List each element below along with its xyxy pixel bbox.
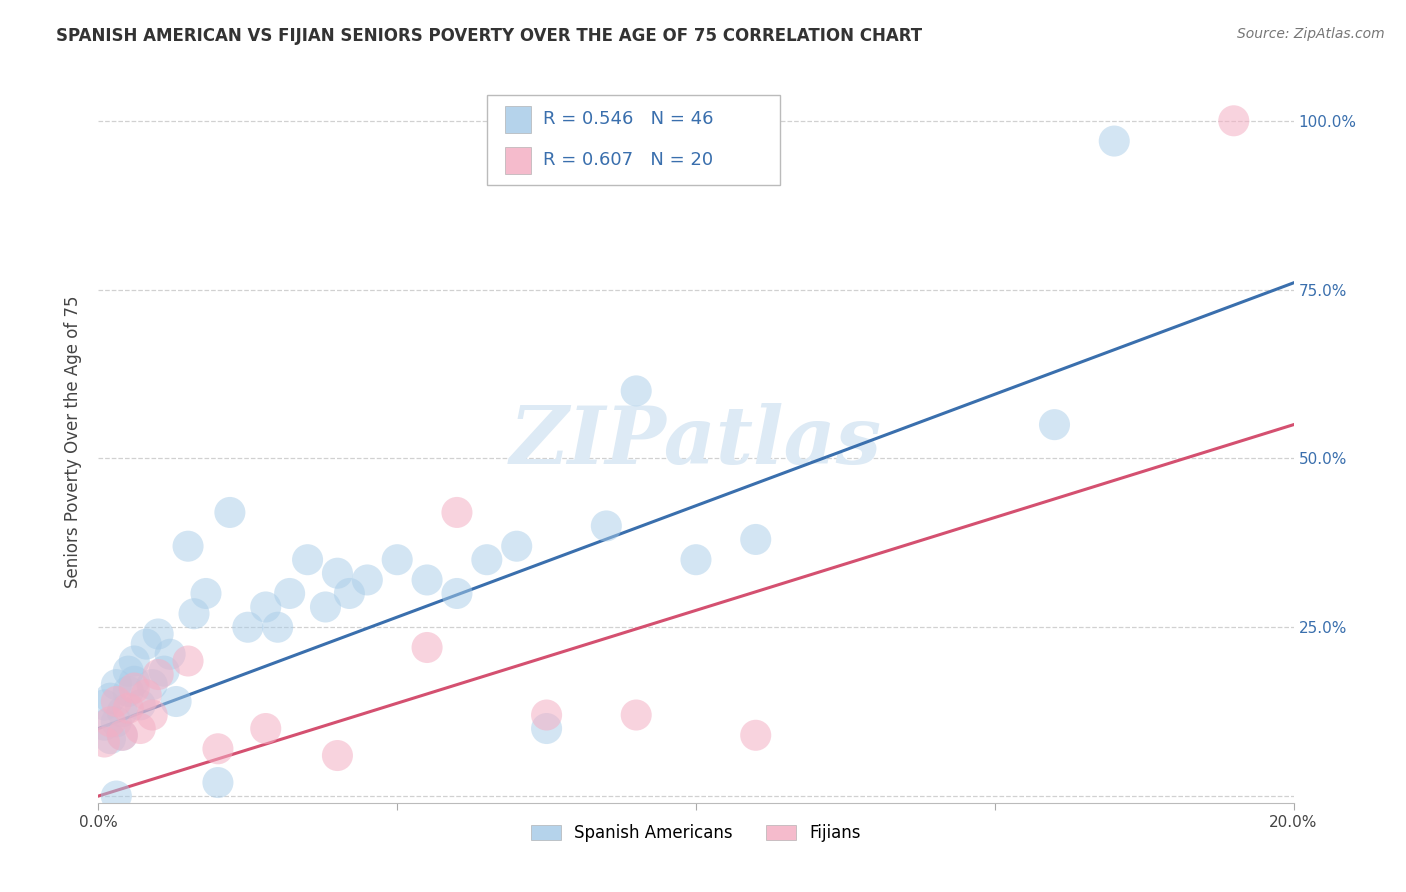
Spanish Americans bbox=[165, 694, 187, 708]
Spanish Americans bbox=[148, 627, 170, 641]
Y-axis label: Seniors Poverty Over the Age of 75: Seniors Poverty Over the Age of 75 bbox=[65, 295, 83, 588]
Fijians bbox=[148, 667, 170, 681]
Fijians bbox=[326, 748, 349, 763]
Spanish Americans bbox=[159, 647, 181, 661]
Spanish Americans bbox=[93, 698, 115, 712]
Fijians bbox=[135, 688, 157, 702]
Text: R = 0.607   N = 20: R = 0.607 N = 20 bbox=[543, 152, 713, 169]
Spanish Americans bbox=[124, 674, 146, 689]
Spanish Americans bbox=[153, 664, 176, 678]
Spanish Americans bbox=[219, 505, 242, 519]
Fijians bbox=[124, 681, 146, 695]
Spanish Americans bbox=[111, 705, 134, 719]
Spanish Americans bbox=[129, 698, 152, 712]
Fijians bbox=[416, 640, 439, 655]
Spanish Americans bbox=[506, 539, 529, 553]
Fijians bbox=[207, 741, 229, 756]
Spanish Americans bbox=[595, 519, 617, 533]
Text: SPANISH AMERICAN VS FIJIAN SENIORS POVERTY OVER THE AGE OF 75 CORRELATION CHART: SPANISH AMERICAN VS FIJIAN SENIORS POVER… bbox=[56, 27, 922, 45]
Spanish Americans bbox=[356, 573, 378, 587]
Spanish Americans bbox=[297, 552, 319, 566]
Spanish Americans bbox=[745, 533, 768, 547]
Spanish Americans bbox=[117, 684, 139, 698]
Fijians bbox=[177, 654, 200, 668]
Text: R = 0.546   N = 46: R = 0.546 N = 46 bbox=[543, 111, 713, 128]
FancyBboxPatch shape bbox=[505, 147, 531, 174]
Text: Source: ZipAtlas.com: Source: ZipAtlas.com bbox=[1237, 27, 1385, 41]
Fijians bbox=[105, 694, 128, 708]
Fijians bbox=[254, 722, 277, 736]
Spanish Americans bbox=[93, 718, 115, 732]
Spanish Americans bbox=[385, 552, 409, 566]
Spanish Americans bbox=[685, 552, 707, 566]
Spanish Americans bbox=[236, 620, 259, 634]
Spanish Americans bbox=[254, 599, 277, 614]
Spanish Americans bbox=[315, 599, 337, 614]
Fijians bbox=[745, 728, 768, 742]
Spanish Americans bbox=[124, 654, 146, 668]
Spanish Americans bbox=[446, 586, 468, 600]
Fijians bbox=[1223, 113, 1246, 128]
Spanish Americans bbox=[267, 620, 290, 634]
Spanish Americans bbox=[98, 731, 122, 746]
Spanish Americans bbox=[339, 586, 361, 600]
Fijians bbox=[93, 735, 115, 749]
Spanish Americans bbox=[141, 678, 163, 692]
Fijians bbox=[111, 728, 134, 742]
Spanish Americans bbox=[111, 728, 134, 742]
Fijians bbox=[141, 708, 163, 723]
Spanish Americans bbox=[105, 678, 128, 692]
Spanish Americans bbox=[278, 586, 301, 600]
Spanish Americans bbox=[416, 573, 439, 587]
FancyBboxPatch shape bbox=[486, 95, 780, 185]
Spanish Americans bbox=[1104, 134, 1126, 148]
Spanish Americans bbox=[1043, 417, 1066, 432]
Fijians bbox=[129, 722, 152, 736]
FancyBboxPatch shape bbox=[505, 105, 531, 133]
Fijians bbox=[98, 714, 122, 729]
Text: ZIPatlas: ZIPatlas bbox=[510, 403, 882, 480]
Spanish Americans bbox=[475, 552, 498, 566]
Spanish Americans bbox=[117, 664, 139, 678]
Fijians bbox=[626, 708, 648, 723]
Fijians bbox=[446, 505, 468, 519]
Spanish Americans bbox=[626, 384, 648, 398]
Fijians bbox=[536, 708, 558, 723]
Spanish Americans bbox=[135, 637, 157, 651]
Spanish Americans bbox=[177, 539, 200, 553]
Spanish Americans bbox=[207, 775, 229, 789]
Spanish Americans bbox=[536, 722, 558, 736]
Spanish Americans bbox=[326, 566, 349, 581]
Spanish Americans bbox=[183, 607, 205, 621]
Spanish Americans bbox=[105, 789, 128, 803]
Spanish Americans bbox=[105, 714, 128, 729]
Spanish Americans bbox=[195, 586, 218, 600]
Spanish Americans bbox=[98, 691, 122, 706]
Legend: Spanish Americans, Fijians: Spanish Americans, Fijians bbox=[524, 817, 868, 848]
Fijians bbox=[117, 701, 139, 715]
